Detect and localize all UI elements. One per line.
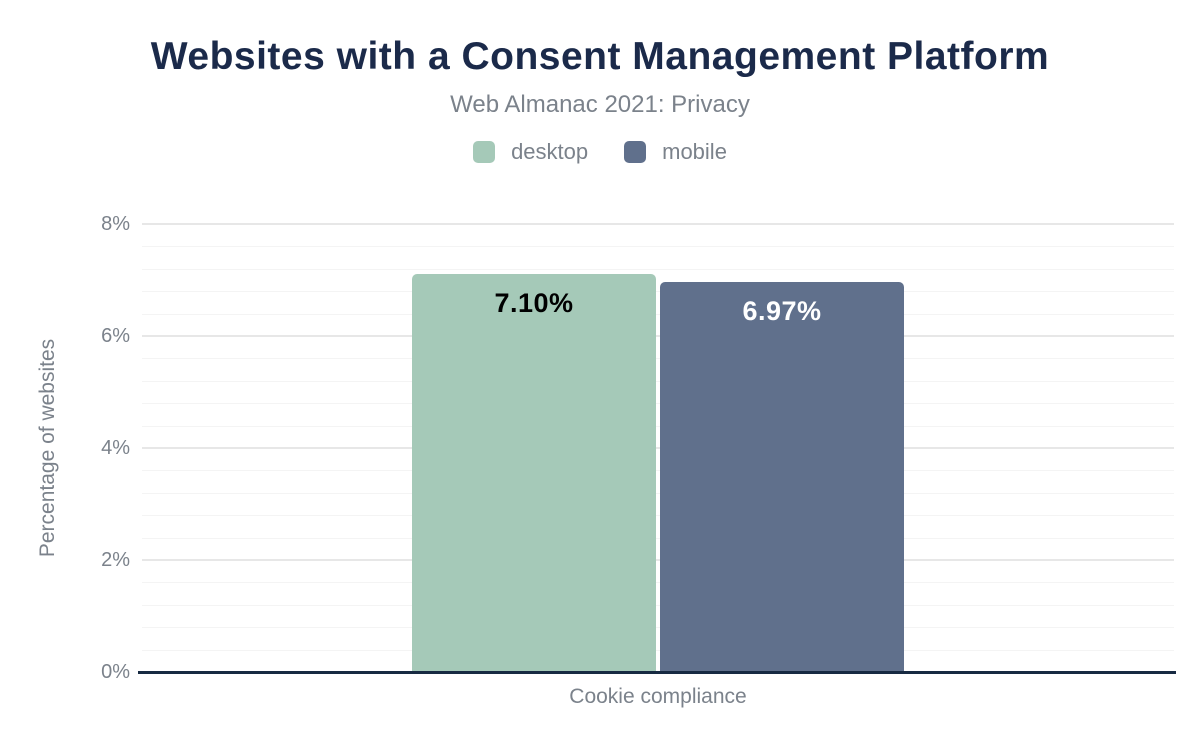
gridline-minor bbox=[142, 627, 1174, 628]
legend-item-mobile[interactable]: mobile bbox=[624, 139, 727, 165]
y-tick-label: 0% bbox=[101, 661, 130, 683]
legend-label-mobile: mobile bbox=[662, 139, 727, 164]
gridline-major bbox=[142, 447, 1174, 449]
gridline-minor bbox=[142, 246, 1174, 247]
legend-swatch-mobile bbox=[624, 141, 647, 163]
bar-value-label: 6.97% bbox=[742, 296, 822, 326]
gridline-major bbox=[142, 223, 1174, 225]
gridline-minor bbox=[142, 470, 1174, 471]
y-tick-label: 2% bbox=[101, 549, 130, 571]
gridline-major bbox=[142, 335, 1174, 337]
gridline-minor bbox=[142, 314, 1174, 315]
legend-swatch-desktop bbox=[473, 141, 496, 163]
legend: desktop mobile bbox=[0, 139, 1200, 165]
gridline-minor bbox=[142, 538, 1174, 539]
bar-desktop[interactable]: 7.10% bbox=[412, 274, 656, 672]
x-axis-label: Cookie compliance bbox=[569, 685, 747, 708]
bar-mobile[interactable]: 6.97% bbox=[660, 282, 904, 672]
gridline-minor bbox=[142, 269, 1174, 270]
legend-item-desktop[interactable]: desktop bbox=[473, 139, 588, 165]
gridline-minor bbox=[142, 358, 1174, 359]
x-axis-baseline bbox=[138, 671, 1176, 674]
y-tick-label: 6% bbox=[101, 325, 130, 347]
gridline-minor bbox=[142, 426, 1174, 427]
bar-value-label: 7.10% bbox=[494, 288, 574, 318]
gridline-minor bbox=[142, 381, 1174, 382]
gridline-minor bbox=[142, 582, 1174, 583]
gridline-minor bbox=[142, 650, 1174, 651]
gridline-minor bbox=[142, 403, 1174, 404]
y-tick-label: 8% bbox=[101, 213, 130, 235]
chart-subtitle: Web Almanac 2021: Privacy bbox=[450, 91, 750, 118]
chart-title: Websites with a Consent Management Platf… bbox=[150, 35, 1050, 78]
gridline-minor bbox=[142, 515, 1174, 516]
gridline-minor bbox=[142, 605, 1174, 606]
gridline-major bbox=[142, 559, 1174, 561]
legend-label-desktop: desktop bbox=[511, 139, 589, 164]
gridline-minor bbox=[142, 493, 1174, 494]
gridline-minor bbox=[142, 291, 1174, 292]
y-tick-label: 4% bbox=[101, 437, 130, 459]
